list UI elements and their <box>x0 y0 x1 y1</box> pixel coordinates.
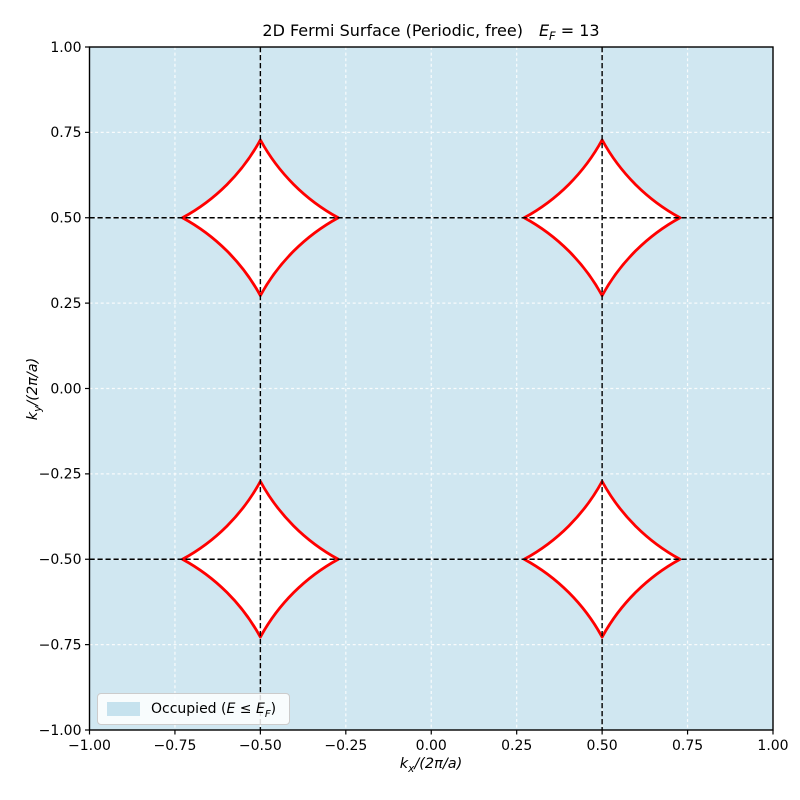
x-tick-label: −0.25 <box>324 738 367 754</box>
title-ef-expression: EF = 13 <box>538 21 600 44</box>
y-axis-label-rest: /(2π/a) <box>25 357 41 406</box>
y-tick-label: 0.50 <box>50 211 81 227</box>
y-axis-label-symbol: k <box>25 411 41 421</box>
y-tick-label: −0.75 <box>39 637 82 653</box>
x-tick-label: 0.25 <box>501 738 532 754</box>
x-axis-label-symbol: k <box>399 756 409 772</box>
y-axis-label: ky/(2π/a) <box>25 357 44 421</box>
x-tick-label: −1.00 <box>68 738 111 754</box>
title-main: 2D Fermi Surface (Periodic, free) <box>262 21 523 40</box>
title-ef-subscript: F <box>549 29 556 44</box>
y-tick-label: 0.25 <box>50 296 81 312</box>
legend-label-E: E <box>226 701 236 717</box>
x-tick-label: −0.75 <box>153 738 196 754</box>
y-tick-label: 0.00 <box>50 381 81 397</box>
title-ef-symbol: E <box>538 21 550 40</box>
y-tick-label: −1.00 <box>39 723 82 739</box>
y-axis-label-subscript: y <box>31 405 44 412</box>
plot-title: 2D Fermi Surface (Periodic, free) EF = 13 <box>262 21 600 44</box>
y-tick-label: 1.00 <box>50 40 81 56</box>
x-tick-label: −0.50 <box>239 738 282 754</box>
title-ef-value: = 13 <box>555 21 600 40</box>
legend-label-EF: E <box>255 701 265 717</box>
x-tick-label: 1.00 <box>757 738 788 754</box>
legend-label-post: ) <box>270 701 277 717</box>
legend-label: Occupied (E ≤ EF) <box>151 701 277 720</box>
legend-label-EF-sub: F <box>264 708 271 720</box>
y-tick-label: −0.25 <box>39 467 82 483</box>
legend-label-relation: ≤ <box>235 701 256 717</box>
x-tick-label: 0.75 <box>672 738 703 754</box>
legend: Occupied (E ≤ EF) <box>97 693 291 725</box>
y-tick-label: −0.50 <box>39 552 82 568</box>
x-axis-label-rest: /(2π/a) <box>414 756 463 772</box>
y-tick-label: 0.75 <box>50 125 81 141</box>
legend-swatch-occupied <box>107 702 140 716</box>
x-axis-label-subscript: x <box>408 762 415 775</box>
x-tick-label: 0.00 <box>416 738 447 754</box>
x-axis-label: kx/(2π/a) <box>399 756 463 775</box>
legend-label-pre: Occupied ( <box>151 701 227 717</box>
x-tick-label: 0.50 <box>587 738 618 754</box>
